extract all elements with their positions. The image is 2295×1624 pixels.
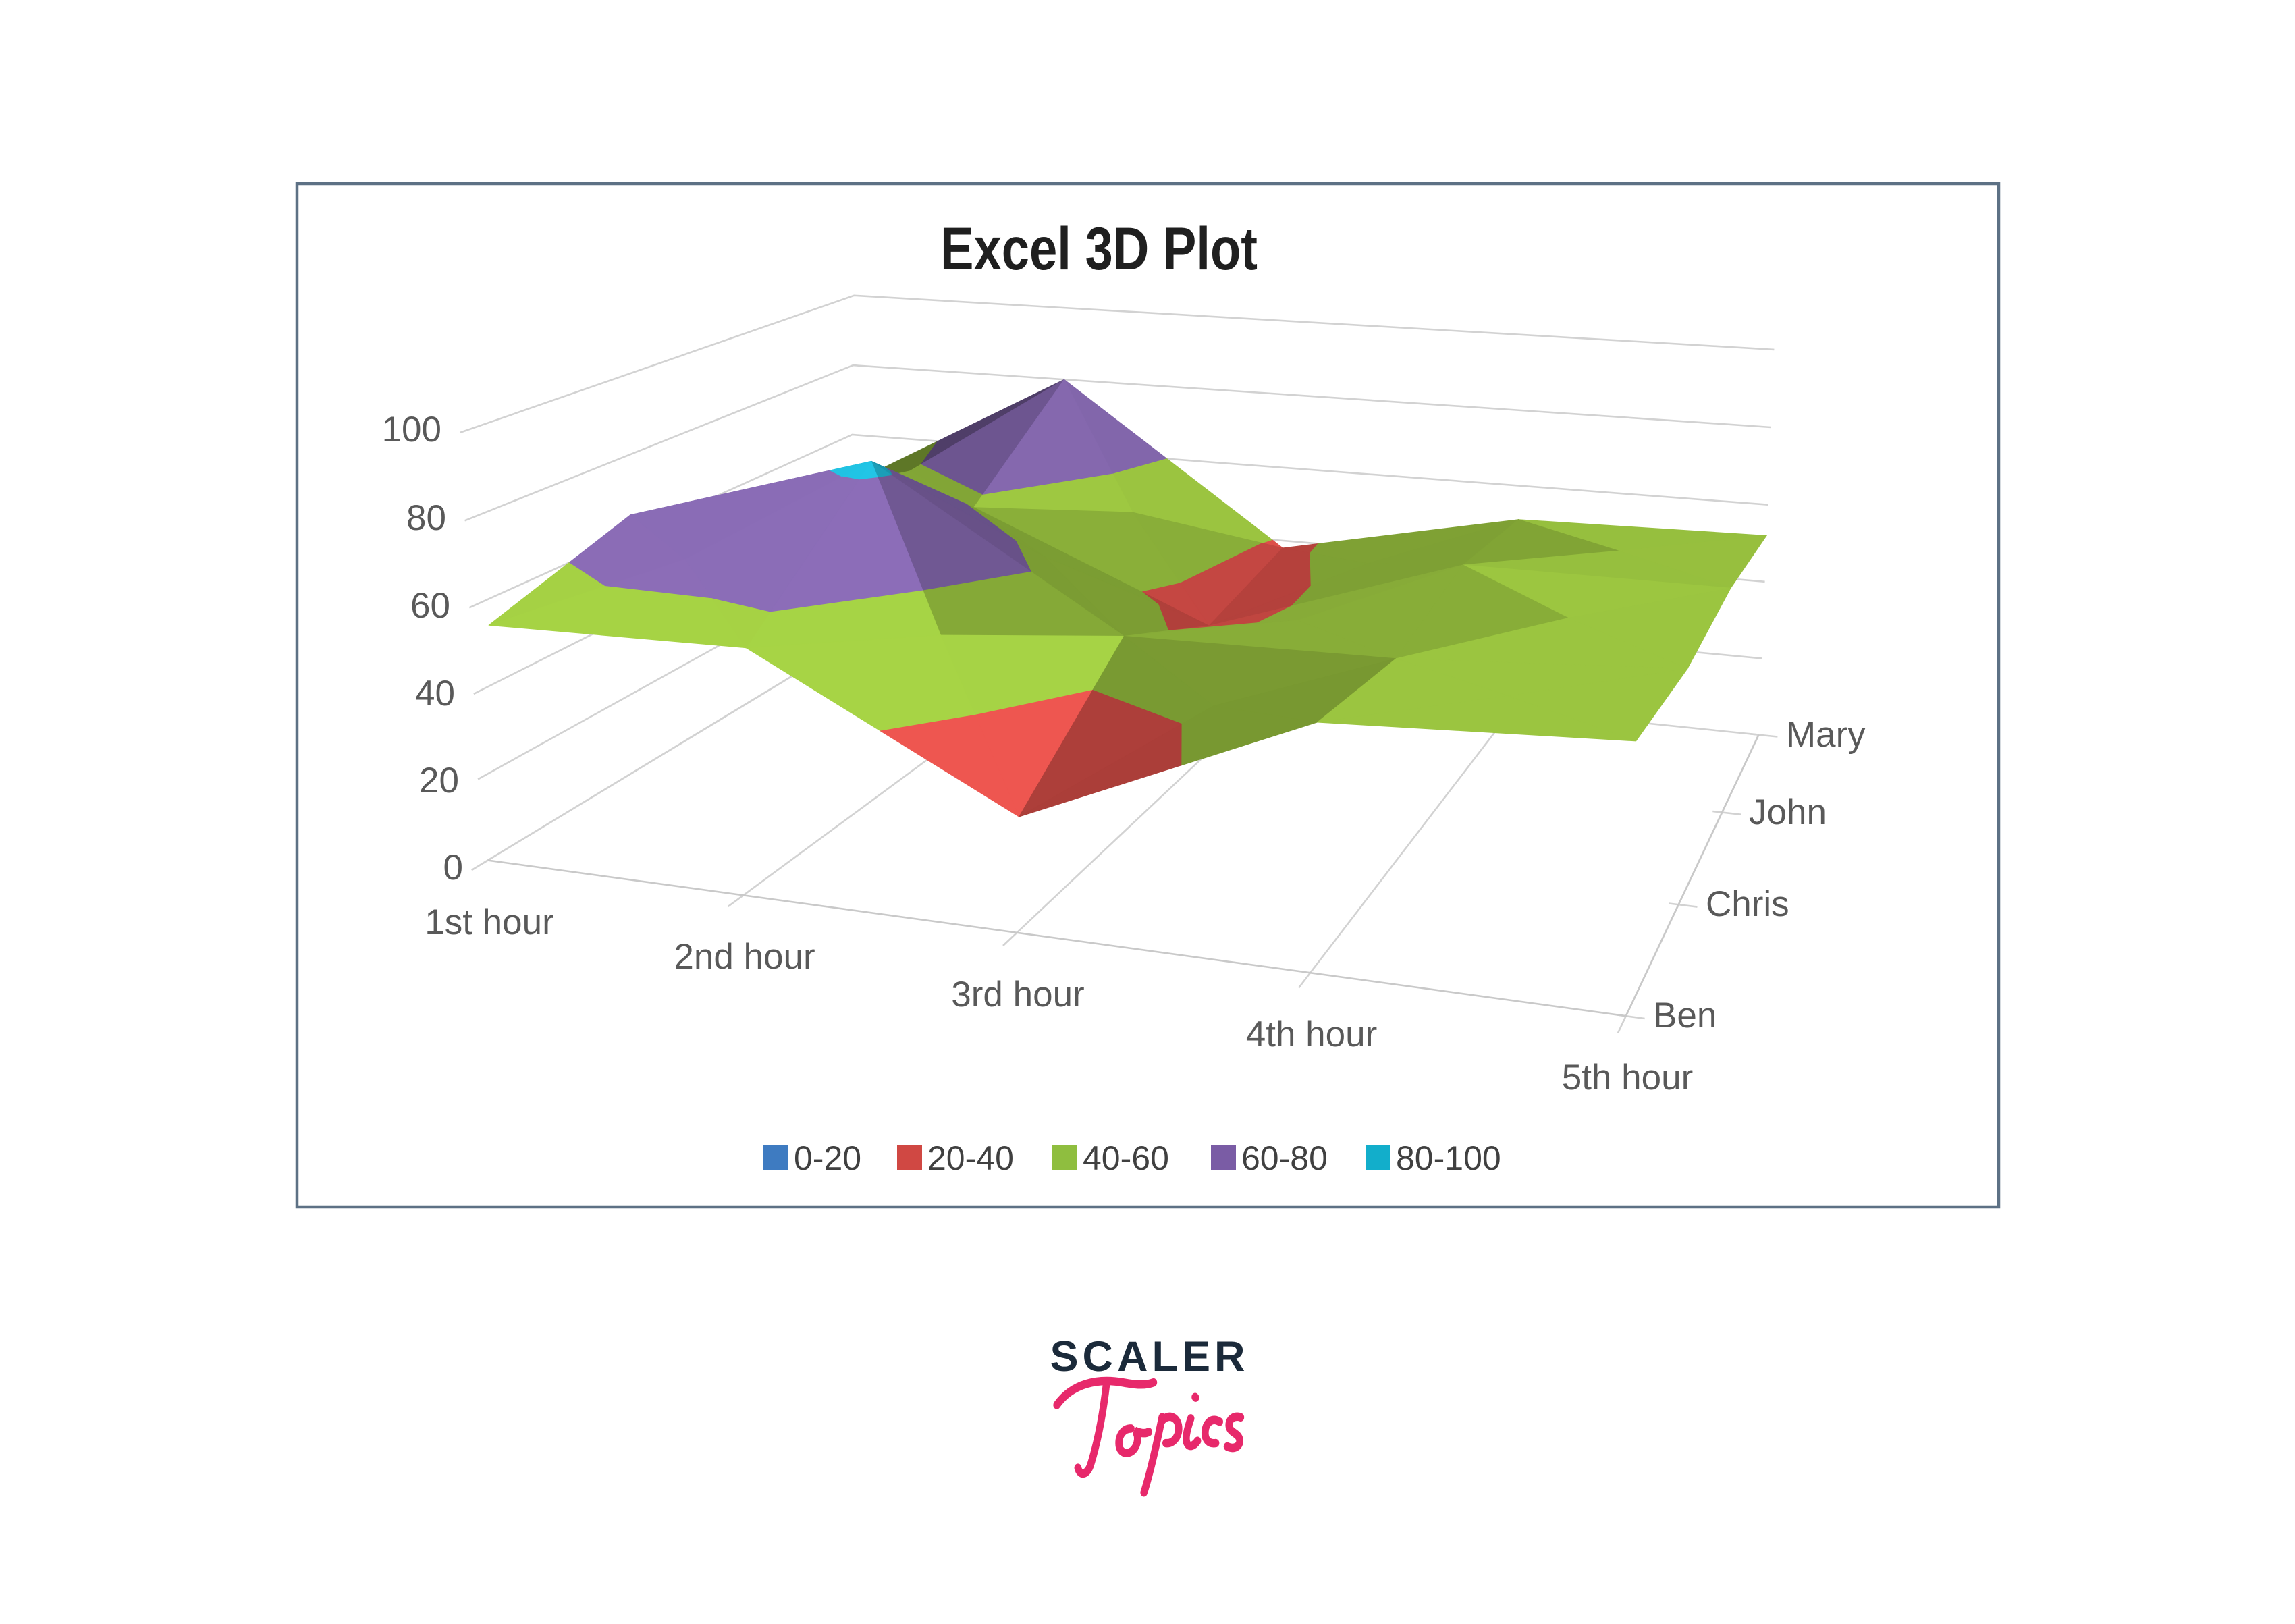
svg-text:60: 60 xyxy=(410,586,450,626)
svg-text:40-60: 40-60 xyxy=(1083,1139,1169,1177)
svg-text:40: 40 xyxy=(415,674,455,713)
svg-text:Excel 3D Plot: Excel 3D Plot xyxy=(940,215,1258,282)
svg-text:0: 0 xyxy=(443,848,463,888)
svg-text:5th hour: 5th hour xyxy=(1562,1058,1693,1098)
svg-text:100: 100 xyxy=(382,410,441,450)
svg-text:80-100: 80-100 xyxy=(1396,1139,1501,1177)
svg-text:60-80: 60-80 xyxy=(1241,1139,1328,1177)
svg-text:Mary: Mary xyxy=(1786,715,1866,755)
svg-text:SCALER: SCALER xyxy=(1050,1333,1249,1380)
svg-text:20-40: 20-40 xyxy=(927,1139,1014,1177)
svg-text:1st hour: 1st hour xyxy=(425,902,554,942)
svg-text:80: 80 xyxy=(406,498,446,538)
svg-text:0-20: 0-20 xyxy=(794,1139,861,1177)
svg-text:Chris: Chris xyxy=(1706,884,1789,924)
svg-text:John: John xyxy=(1749,792,1827,832)
svg-text:3rd hour: 3rd hour xyxy=(951,975,1084,1014)
svg-text:Ben: Ben xyxy=(1653,996,1717,1035)
svg-text:20: 20 xyxy=(419,761,459,801)
svg-text:4th hour: 4th hour xyxy=(1246,1014,1377,1054)
svg-text:2nd hour: 2nd hour xyxy=(674,937,815,977)
